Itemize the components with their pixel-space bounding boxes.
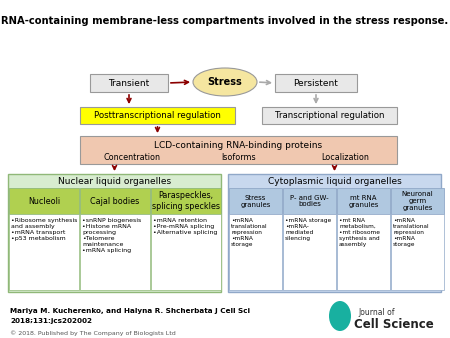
Text: •mRNA
translational
repression
•mRNA
storage: •mRNA translational repression •mRNA sto…: [393, 218, 430, 247]
Text: Stress: Stress: [207, 77, 243, 87]
FancyBboxPatch shape: [229, 188, 282, 214]
Text: Nucleoli: Nucleoli: [28, 196, 60, 206]
FancyBboxPatch shape: [275, 74, 357, 92]
Text: LCD-containing RNA-binding proteins: LCD-containing RNA-binding proteins: [154, 141, 323, 149]
Text: •snRNP biogenesis
•Histone mRNA
processing
•Telomere
maintenance
•mRNA splicing: •snRNP biogenesis •Histone mRNA processi…: [82, 218, 141, 253]
Text: Cell Science: Cell Science: [354, 318, 434, 331]
Text: Stress
granules: Stress granules: [240, 194, 271, 208]
Text: Neuronal
germ
granules: Neuronal germ granules: [401, 191, 433, 211]
FancyBboxPatch shape: [262, 107, 397, 124]
Text: •mRNA retention
•Pre-mRNA splicing
•Alternative splicing: •mRNA retention •Pre-mRNA splicing •Alte…: [153, 218, 217, 235]
FancyBboxPatch shape: [283, 214, 336, 290]
Ellipse shape: [193, 68, 257, 96]
Text: •mt RNA
metabolism,
•mt ribosome
synthesis and
assembly: •mt RNA metabolism, •mt ribosome synthes…: [339, 218, 380, 247]
FancyBboxPatch shape: [151, 188, 221, 214]
Text: Transient: Transient: [108, 78, 149, 88]
Text: Isoforms: Isoforms: [221, 152, 256, 162]
Text: 2018;131:jcs202002: 2018;131:jcs202002: [10, 318, 92, 324]
FancyBboxPatch shape: [80, 188, 150, 214]
FancyBboxPatch shape: [80, 136, 397, 164]
Text: Nuclear liquid organelles: Nuclear liquid organelles: [58, 177, 171, 187]
FancyBboxPatch shape: [9, 214, 79, 290]
Text: Transcriptional regulation: Transcriptional regulation: [275, 111, 384, 120]
Text: •mRNA storage
•mRNA-
mediated
silencing: •mRNA storage •mRNA- mediated silencing: [285, 218, 331, 241]
Text: Paraspeckles,
splicing speckles: Paraspeckles, splicing speckles: [152, 191, 220, 211]
Text: •mRNA
translational
repression
•mRNA
storage: •mRNA translational repression •mRNA sto…: [231, 218, 268, 247]
Text: Concentration: Concentration: [104, 152, 161, 162]
FancyBboxPatch shape: [151, 214, 221, 290]
Text: mt RNA
granules: mt RNA granules: [348, 194, 379, 208]
Text: RNA-containing membrane-less compartments involved in the stress response.: RNA-containing membrane-less compartment…: [1, 16, 449, 26]
FancyBboxPatch shape: [391, 214, 444, 290]
Text: Mariya M. Kucherenko, and Halyna R. Shcherbata J Cell Sci: Mariya M. Kucherenko, and Halyna R. Shch…: [10, 308, 250, 314]
FancyBboxPatch shape: [337, 214, 390, 290]
Text: Cajal bodies: Cajal bodies: [90, 196, 140, 206]
Text: Localization: Localization: [321, 152, 369, 162]
FancyBboxPatch shape: [229, 214, 282, 290]
FancyBboxPatch shape: [80, 107, 235, 124]
FancyBboxPatch shape: [391, 188, 444, 214]
FancyBboxPatch shape: [8, 174, 221, 292]
FancyBboxPatch shape: [80, 214, 150, 290]
FancyBboxPatch shape: [90, 74, 168, 92]
FancyBboxPatch shape: [228, 174, 441, 292]
Text: © 2018. Published by The Company of Biologists Ltd: © 2018. Published by The Company of Biol…: [10, 330, 176, 336]
FancyBboxPatch shape: [283, 188, 336, 214]
Text: Posttranscriptional regulation: Posttranscriptional regulation: [94, 111, 221, 120]
Text: P- and GW-
bodies: P- and GW- bodies: [290, 194, 329, 208]
Ellipse shape: [329, 301, 351, 331]
FancyBboxPatch shape: [9, 188, 79, 214]
FancyBboxPatch shape: [337, 188, 390, 214]
Text: •Ribosome synthesis
and assembly
•mRNA transport
•p53 metabolism: •Ribosome synthesis and assembly •mRNA t…: [11, 218, 77, 241]
Text: Persistent: Persistent: [293, 78, 338, 88]
Text: Journal of: Journal of: [358, 308, 395, 317]
Text: Cytoplasmic liquid organelles: Cytoplasmic liquid organelles: [268, 177, 401, 187]
